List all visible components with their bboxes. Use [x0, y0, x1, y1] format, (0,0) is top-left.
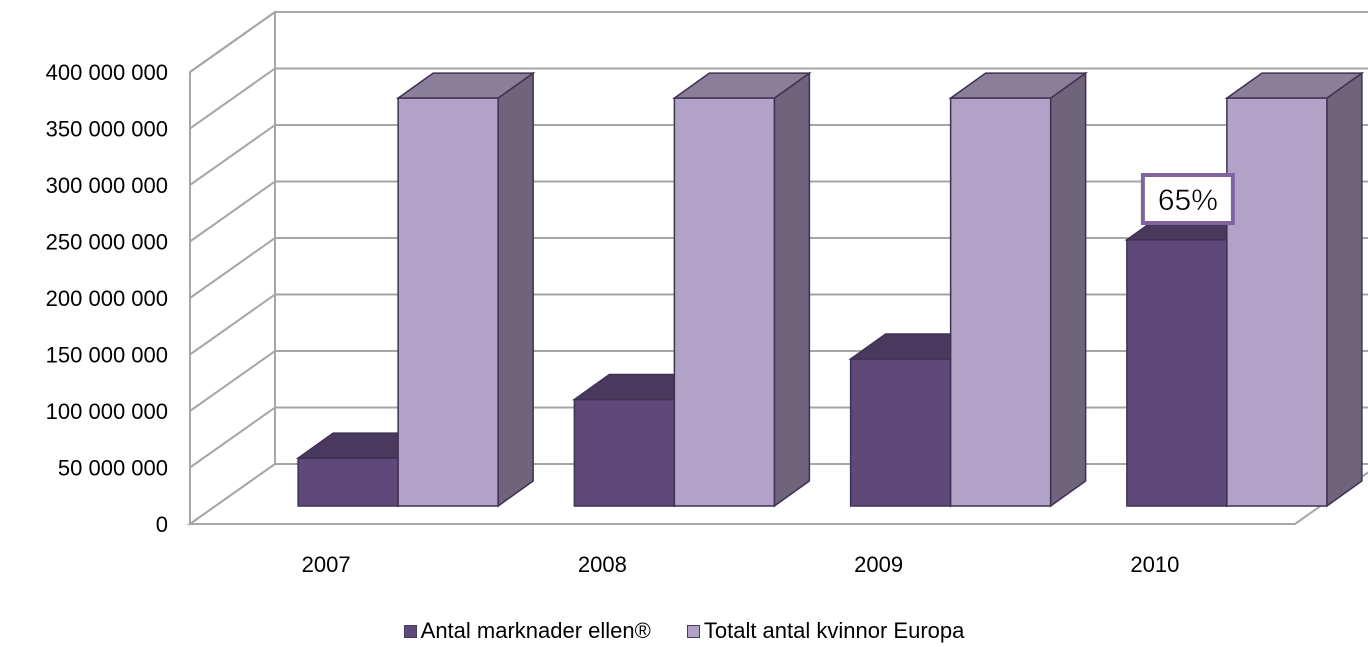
annotation-text: 65% — [1158, 184, 1218, 217]
y-tick-label: 400 000 000 — [46, 60, 168, 85]
y-tick-label: 0 — [156, 512, 168, 537]
annotation-label: 65% — [1143, 175, 1233, 223]
bar-2009-series-2 — [951, 73, 1086, 506]
bar-front — [1227, 98, 1327, 506]
bar-front — [851, 359, 951, 506]
x-axis-ticks: 2007 2008 2009 2010 — [302, 552, 1180, 577]
legend-item-series-1: Antal marknader ellen® — [404, 618, 651, 644]
x-tick-label: 2007 — [302, 552, 351, 577]
y-tick-label: 50 000 000 — [58, 456, 168, 481]
legend-swatch-series-2 — [687, 625, 700, 638]
y-tick-label: 350 000 000 — [46, 117, 168, 142]
x-tick-label: 2010 — [1130, 552, 1179, 577]
x-tick-label: 2009 — [854, 552, 903, 577]
legend: Antal marknader ellen® Totalt antal kvin… — [0, 618, 1368, 644]
bar-front — [951, 98, 1051, 506]
bar-front — [674, 98, 774, 506]
bar-front — [574, 400, 674, 507]
bar-2008-series-2 — [674, 73, 809, 506]
bar-front — [1127, 240, 1227, 506]
y-tick-label: 300 000 000 — [46, 173, 168, 198]
bar-front — [398, 98, 498, 506]
bar-side — [774, 73, 809, 506]
y-tick-label: 150 000 000 — [46, 343, 168, 368]
bar-side — [1051, 73, 1086, 506]
bars — [298, 73, 1362, 506]
bar-front — [298, 458, 398, 506]
y-tick-label: 250 000 000 — [46, 230, 168, 255]
bar-side — [1327, 73, 1362, 506]
gridline — [190, 12, 1368, 72]
x-tick-label: 2008 — [578, 552, 627, 577]
y-axis-ticks: 0 50 000 000 100 000 000 150 000 000 200 000… — [46, 60, 168, 537]
legend-label-series-2: Totalt antal kvinnor Europa — [704, 618, 965, 644]
legend-swatch-series-1 — [404, 625, 417, 638]
annotations: 65% — [1143, 175, 1233, 223]
y-tick-label: 100 000 000 — [46, 399, 168, 424]
legend-item-series-2: Totalt antal kvinnor Europa — [687, 618, 965, 644]
legend-label-series-1: Antal marknader ellen® — [421, 618, 651, 644]
bar-2010-series-2 — [1227, 73, 1362, 506]
bar-2007-series-2 — [398, 73, 533, 506]
bar-side — [498, 73, 533, 506]
y-tick-label: 200 000 000 — [46, 286, 168, 311]
